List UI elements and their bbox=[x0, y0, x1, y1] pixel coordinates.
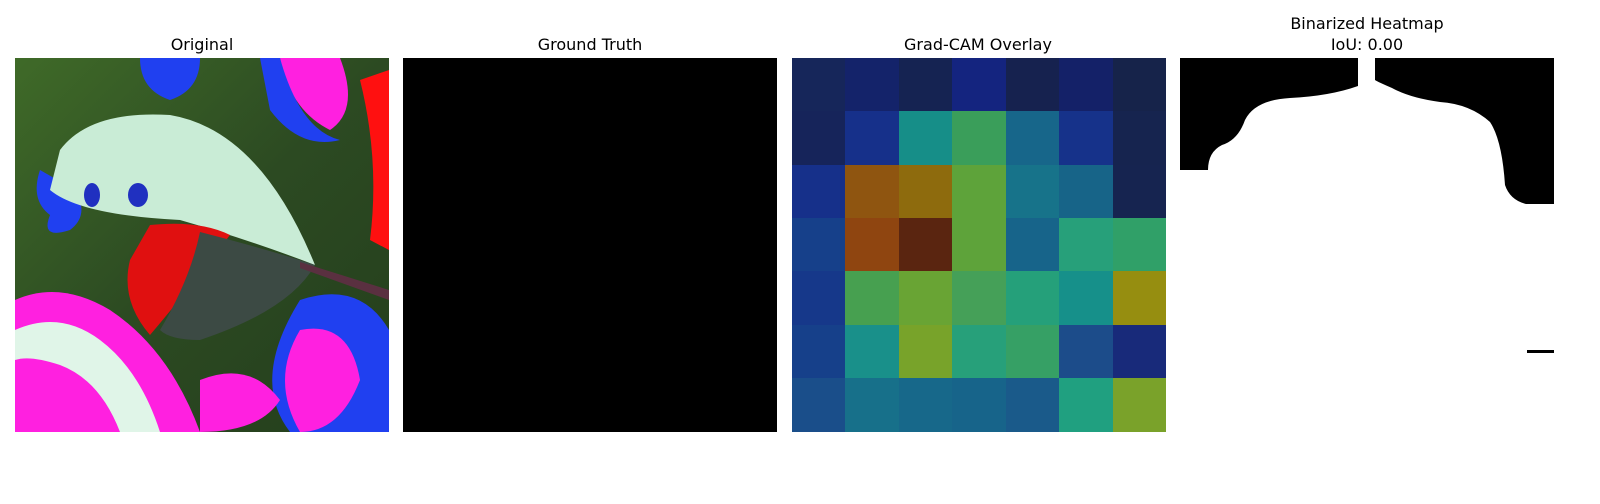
panel-title: Ground Truth bbox=[538, 35, 643, 54]
panel-title: Grad-CAM Overlay bbox=[904, 35, 1052, 54]
binarized-image bbox=[1180, 58, 1554, 432]
panel-subtitle: IoU: 0.00 bbox=[1331, 35, 1403, 54]
original-image bbox=[15, 58, 389, 432]
panel-title: Original bbox=[171, 35, 234, 54]
ground-truth-image bbox=[403, 58, 777, 432]
gradcam-image bbox=[792, 58, 1166, 432]
panel-title: Binarized Heatmap bbox=[1290, 14, 1443, 33]
